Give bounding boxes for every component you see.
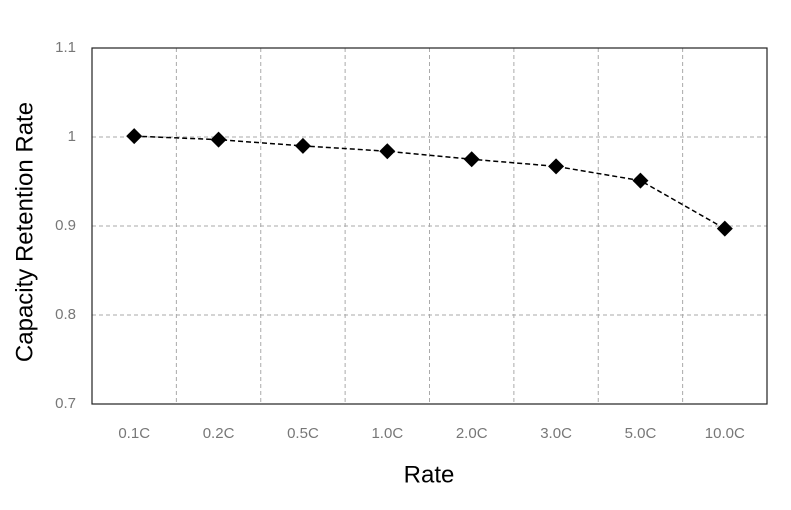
y-tick-label: 0.8 [55,306,76,323]
x-tick-label: 1.0C [371,425,403,442]
x-tick-label: 10.0C [705,425,745,442]
y-axis-title: Capacity Retention Rate [11,102,38,362]
data-point [210,131,227,148]
x-tick-label: 0.5C [287,425,319,442]
x-axis-title: Rate [404,461,455,488]
x-tick-label: 2.0C [456,425,488,442]
y-tick-label: 1 [68,128,76,145]
data-line [134,135,726,230]
plot-frame [91,47,768,405]
data-point [716,220,733,237]
x-tick-label: 0.2C [203,425,235,442]
x-tick-label: 0.1C [118,425,150,442]
data-point [126,128,143,145]
y-tick-label: 0.7 [55,395,76,412]
data-point [632,172,649,189]
data-point [548,158,565,175]
x-tick-label: 3.0C [540,425,572,442]
data-point [463,151,480,168]
data-point [379,143,396,160]
y-tick-label: 1.1 [55,39,76,56]
data-point [294,137,311,154]
x-tick-label: 5.0C [625,425,657,442]
y-tick-label: 0.9 [55,217,76,234]
